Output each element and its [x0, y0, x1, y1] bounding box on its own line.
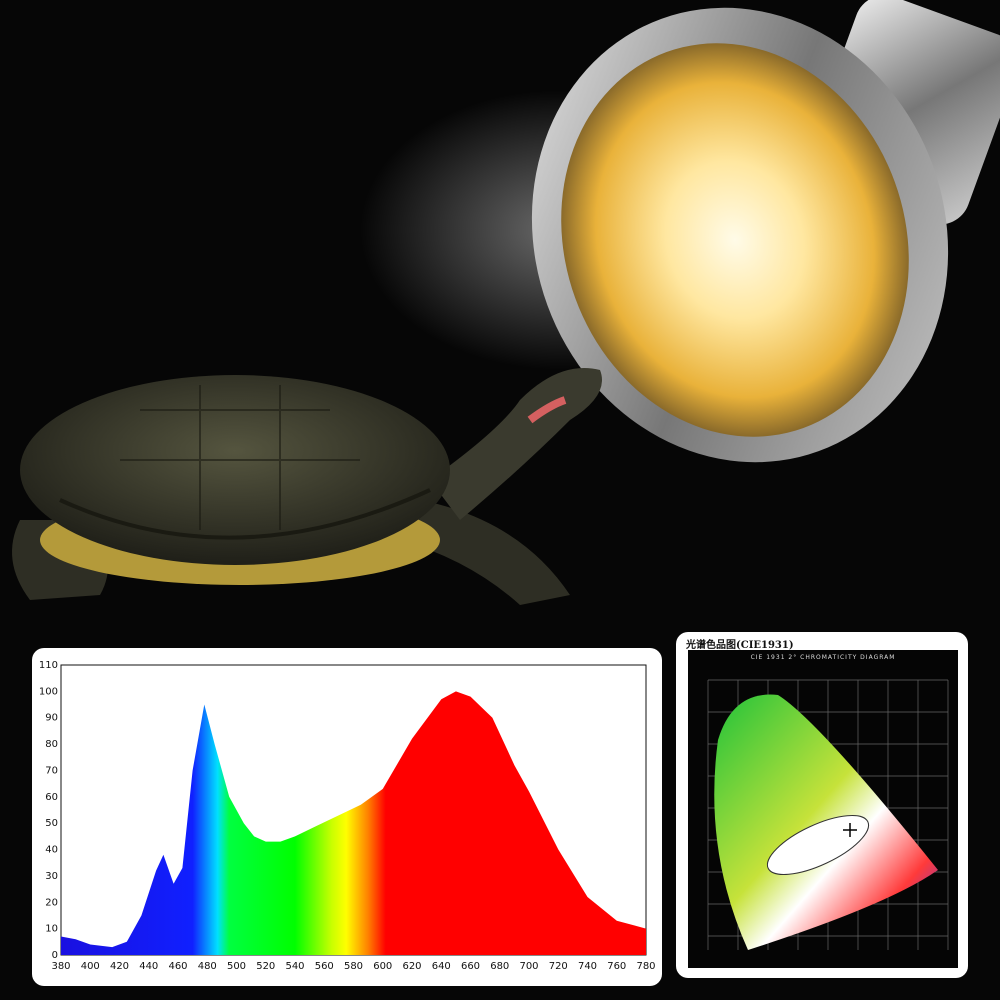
spectrum-chart: 380 400 420 440 460 480 500 520 540 560 580 600 620 6… — [39, 660, 656, 972]
x-tick-label: 440 — [139, 961, 158, 972]
x-tick-label: 600 — [373, 961, 392, 972]
heat-lamp — [360, 0, 1000, 463]
x-tick-label: 740 — [578, 961, 597, 972]
x-tick-label: 780 — [636, 961, 655, 972]
x-tick-label: 660 — [461, 961, 480, 972]
x-tick-label: 460 — [168, 961, 187, 972]
x-tick-label: 400 — [81, 961, 100, 972]
x-tick-label: 580 — [344, 961, 363, 972]
spectrum-chart-panel: 380 400 420 440 460 480 500 520 540 560 580 600 620 6… — [32, 648, 662, 986]
x-tick-label: 500 — [227, 961, 246, 972]
x-tick-label: 720 — [549, 961, 568, 972]
chromaticity-point — [843, 823, 857, 837]
x-tick-label: 640 — [432, 961, 451, 972]
turtle — [12, 368, 602, 605]
x-tick-label: 540 — [285, 961, 304, 972]
y-tick-label: 80 — [45, 739, 58, 750]
y-tick-label: 10 — [45, 924, 58, 935]
y-tick-label: 40 — [45, 845, 58, 856]
x-tick-label: 420 — [110, 961, 129, 972]
x-tick-label: 620 — [402, 961, 421, 972]
x-tick-label: 520 — [256, 961, 275, 972]
x-tick-label: 380 — [51, 961, 70, 972]
x-tick-label: 760 — [607, 961, 626, 972]
y-tick-label: 50 — [45, 818, 58, 829]
y-tick-label: 70 — [45, 765, 58, 776]
x-tick-label: 560 — [315, 961, 334, 972]
cie-title: 光谱色品图(CIE1931) — [686, 640, 794, 651]
x-tick-label: 480 — [198, 961, 217, 972]
y-tick-label: 100 — [39, 686, 58, 697]
x-tick-label: 680 — [490, 961, 509, 972]
spectrum-area — [61, 691, 646, 955]
cie-diagram-panel: 光谱色品图(CIE1931) CIE 1931 2° CHROMATICITY … — [676, 632, 968, 978]
y-tick-label: 60 — [45, 792, 58, 803]
product-photo — [12, 0, 1000, 605]
y-tick-label: 90 — [45, 713, 58, 724]
y-tick-label: 0 — [52, 950, 58, 961]
cie-subtitle: CIE 1931 2° CHROMATICITY DIAGRAM — [750, 654, 896, 661]
y-tick-label: 20 — [45, 897, 58, 908]
x-tick-label: 700 — [519, 961, 538, 972]
chromaticity-plot — [707, 679, 949, 950]
y-tick-label: 30 — [45, 871, 58, 882]
cie-diagram: CIE 1931 2° CHROMATICITY DIAGRAM — [688, 650, 958, 968]
y-tick-label: 110 — [39, 660, 58, 671]
